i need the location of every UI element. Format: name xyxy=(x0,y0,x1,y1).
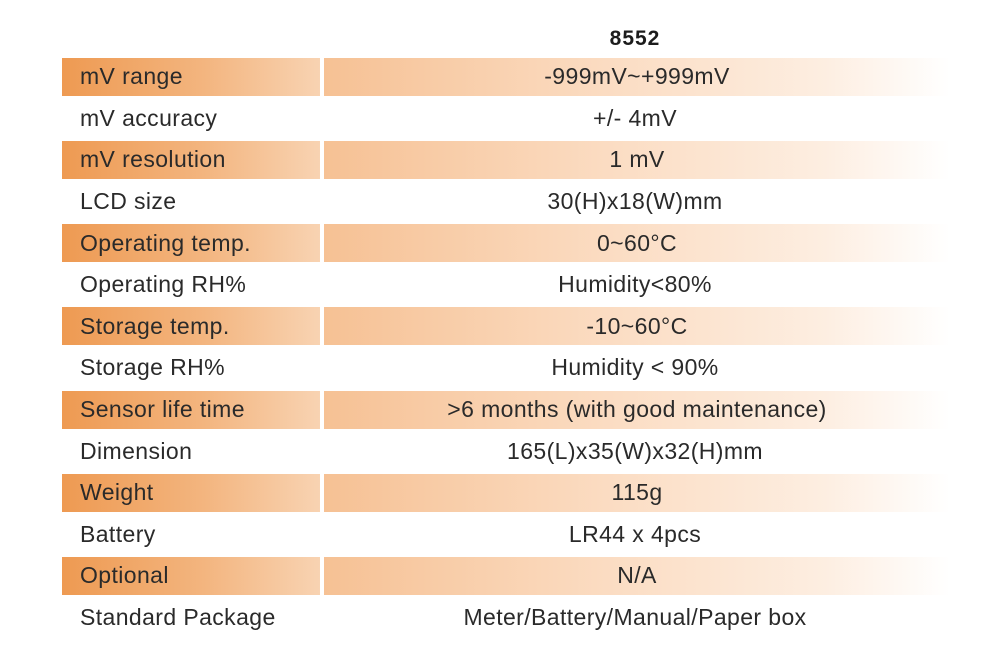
spec-label: mV range xyxy=(62,57,320,96)
spec-label: mV resolution xyxy=(62,140,320,179)
table-row: Dimension 165(L)x35(W)x32(H)mm xyxy=(62,430,950,472)
header-label-spacer xyxy=(62,22,320,56)
spec-value: 165(L)x35(W)x32(H)mm xyxy=(507,437,763,464)
spec-label: Dimension xyxy=(80,437,193,464)
spec-table: 8552 mV range -999mV~+999mV mV accuracy … xyxy=(62,22,950,638)
table-row: Storage RH% Humidity < 90% xyxy=(62,347,950,389)
table-row: Weight 115g xyxy=(62,472,950,514)
spec-label: Battery xyxy=(80,520,156,547)
table-header: 8552 xyxy=(62,22,950,56)
spec-value: 0~60°C xyxy=(324,224,950,263)
spec-value: +/- 4mV xyxy=(593,104,677,131)
spec-label: Storage RH% xyxy=(80,354,226,381)
table-row: mV range -999mV~+999mV xyxy=(62,56,950,98)
spec-label: Standard Package xyxy=(80,604,276,631)
spec-value: LR44 x 4pcs xyxy=(568,520,702,547)
spec-value: 1 mV xyxy=(324,140,950,179)
table-row: Optional N/A xyxy=(62,555,950,597)
spec-value: Humidity<80% xyxy=(558,271,712,298)
spec-value: N/A xyxy=(324,556,950,595)
table-row: mV accuracy +/- 4mV xyxy=(62,98,950,140)
table-row: mV resolution 1 mV xyxy=(62,139,950,181)
table-row: Storage temp. -10~60°C xyxy=(62,306,950,348)
spec-value: >6 months (with good maintenance) xyxy=(324,390,950,429)
table-row: Sensor life time >6 months (with good ma… xyxy=(62,389,950,431)
spec-label: Optional xyxy=(62,556,320,595)
table-row: LCD size 30(H)x18(W)mm xyxy=(62,181,950,223)
spec-value: -10~60°C xyxy=(324,307,950,346)
table-row: Battery LR44 x 4pcs xyxy=(62,514,950,556)
spec-label: Weight xyxy=(62,473,320,512)
spec-value: 115g xyxy=(324,473,950,512)
table-row: Operating RH% Humidity<80% xyxy=(62,264,950,306)
spec-label: Storage temp. xyxy=(62,307,320,346)
model-number: 8552 xyxy=(609,27,661,50)
spec-label: LCD size xyxy=(80,188,177,215)
spec-value: 30(H)x18(W)mm xyxy=(547,188,723,215)
spec-label: Sensor life time xyxy=(62,390,320,429)
spec-value: Meter/Battery/Manual/Paper box xyxy=(463,604,807,631)
spec-label: mV accuracy xyxy=(80,104,218,131)
spec-label: Operating temp. xyxy=(62,224,320,263)
table-row: Standard Package Meter/Battery/Manual/Pa… xyxy=(62,597,950,639)
spec-value: -999mV~+999mV xyxy=(324,57,950,96)
spec-label: Operating RH% xyxy=(80,271,247,298)
table-row: Operating temp. 0~60°C xyxy=(62,222,950,264)
spec-value: Humidity < 90% xyxy=(551,354,719,381)
